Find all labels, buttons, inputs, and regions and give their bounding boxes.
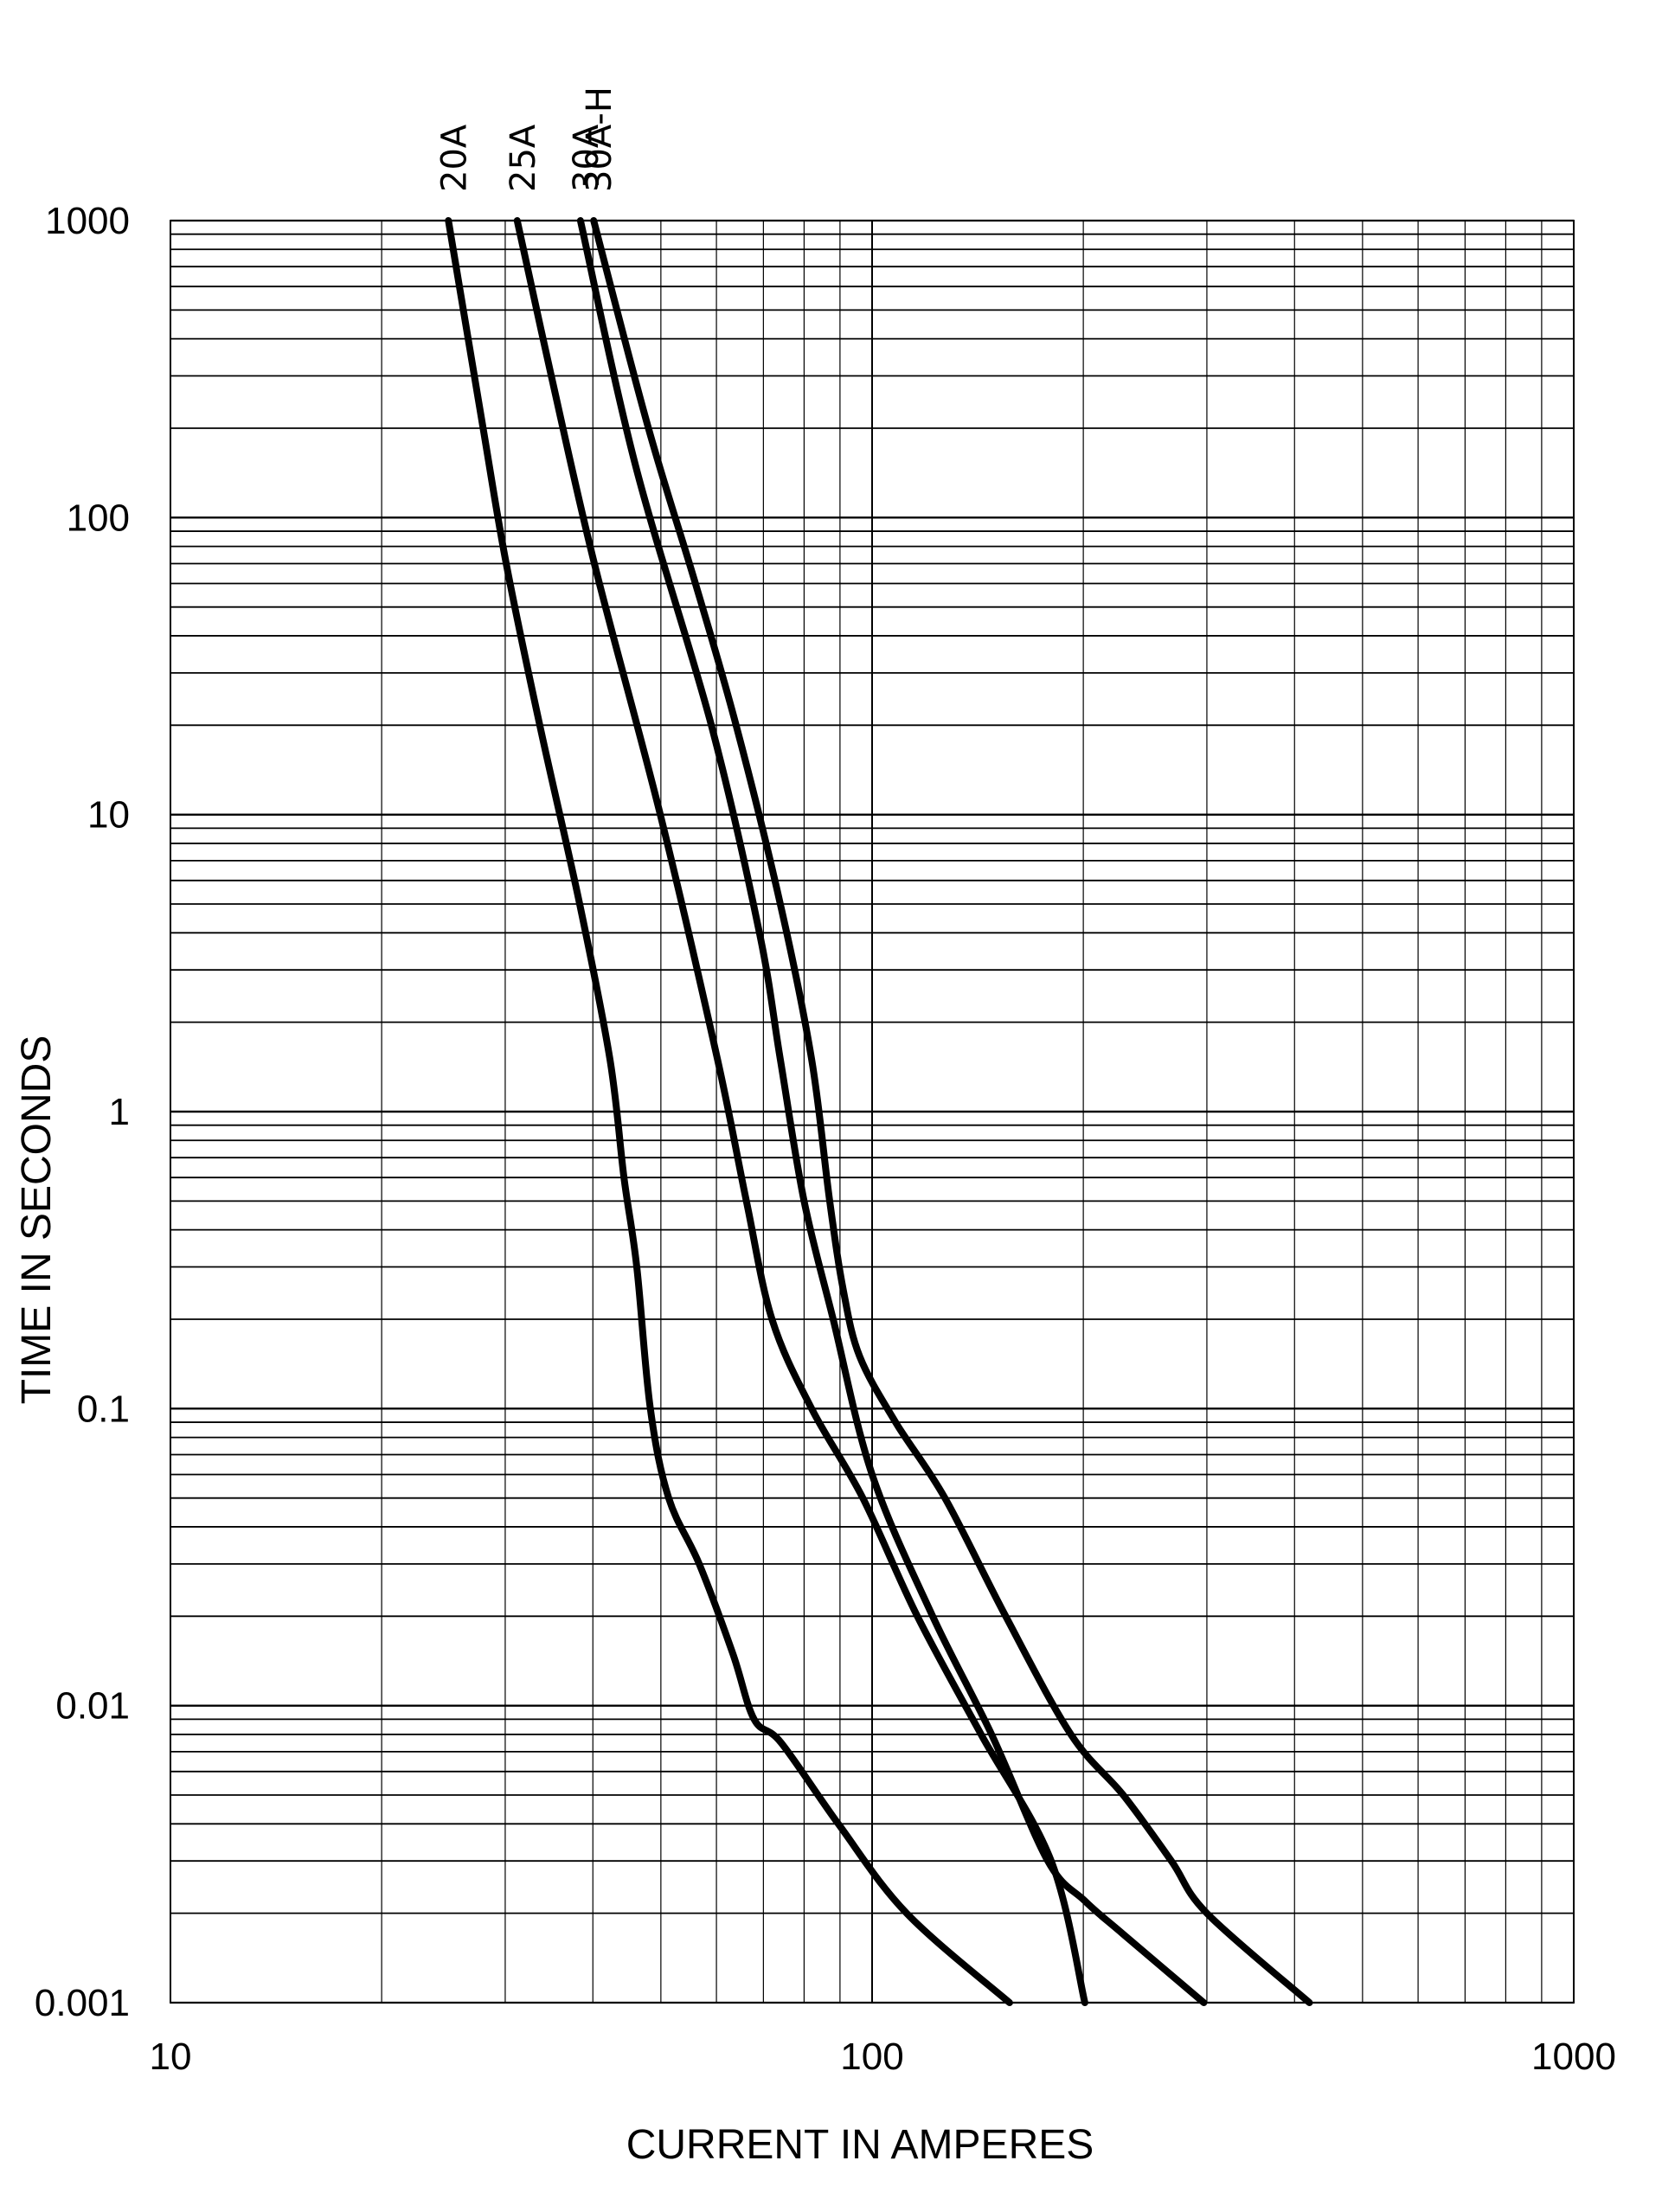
series-line-25a	[513, 217, 1088, 2006]
x-tick-label: 100	[840, 2036, 903, 2078]
y-tick-labels: 0.001 0.01 0.1 1 10 100 1000	[35, 200, 130, 2024]
x-tick-label: 10	[150, 2036, 192, 2078]
y-tick-label: 100	[67, 497, 130, 539]
series-curves	[445, 217, 1313, 2006]
x-tick-label: 1000	[1531, 2036, 1616, 2078]
series-line-30a	[576, 217, 1208, 2006]
y-tick-label: 1000	[45, 200, 130, 242]
y-axis-title: TIME IN SECONDS	[14, 1035, 60, 1405]
series-line-20a	[445, 217, 1013, 2006]
y-tick-label: 10	[87, 794, 130, 837]
series-label-20a: 20A	[434, 124, 474, 192]
series-label-30a: 30A	[567, 124, 606, 192]
grid	[170, 219, 1575, 2004]
x-axis-title: CURRENT IN AMPERES	[626, 2122, 1094, 2168]
y-tick-label: 0.001	[35, 1982, 130, 2024]
series-label-25a: 25A	[504, 124, 543, 192]
series-line-30a-h	[590, 217, 1313, 2006]
y-tick-label: 0.1	[77, 1388, 130, 1430]
plot-frame	[170, 220, 1575, 2004]
series-label-30a-h: 30A-H	[580, 87, 619, 192]
y-tick-label: 1	[109, 1091, 130, 1133]
x-tick-labels: 10 100 1000	[150, 2036, 1616, 2078]
y-tick-label: 0.01	[55, 1685, 130, 1728]
